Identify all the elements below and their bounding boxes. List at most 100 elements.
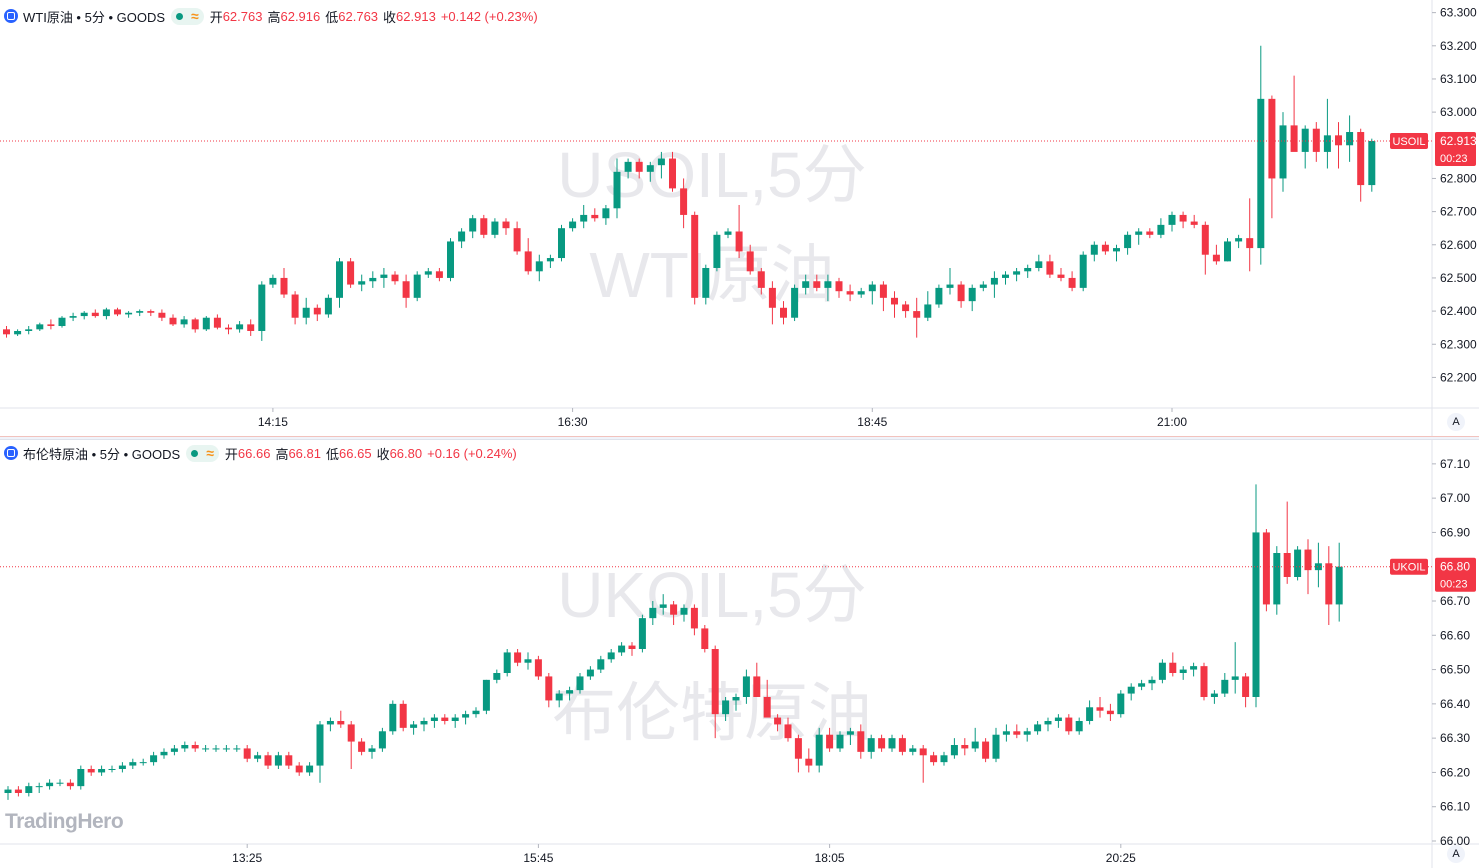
candle-body: [878, 738, 886, 749]
candle: [979, 281, 987, 292]
candle-body: [1002, 731, 1010, 735]
candle: [430, 714, 438, 728]
price-tick-label: 63.300: [1440, 6, 1477, 20]
candle: [1024, 264, 1032, 278]
candle: [524, 652, 532, 670]
symbol-price-tag-label: USOIL: [1392, 136, 1425, 148]
candle-body: [713, 234, 721, 268]
market-status-pill[interactable]: ≈: [171, 7, 204, 25]
candle: [898, 734, 906, 756]
market-open-dot-icon: [191, 449, 199, 457]
candle-body: [14, 789, 22, 793]
candle-body: [722, 700, 730, 715]
open-value: 66.66: [237, 445, 271, 461]
candle-body: [1268, 98, 1276, 179]
candle-body: [746, 251, 754, 272]
candle: [447, 238, 454, 282]
candle-body: [702, 267, 710, 298]
candle: [129, 758, 137, 769]
candle-body: [222, 748, 230, 750]
candle: [69, 312, 77, 322]
candle-body: [36, 324, 44, 330]
candle: [1210, 690, 1218, 704]
candle-body: [576, 676, 584, 691]
candle-body: [1138, 683, 1146, 687]
candle-body: [1190, 666, 1198, 670]
candle: [1294, 546, 1302, 581]
price-tick-label: 66.10: [1440, 800, 1470, 814]
high-label: 高: [267, 9, 281, 25]
price-tick-label: 66.70: [1440, 594, 1470, 608]
candle-body: [891, 297, 898, 305]
candle-body: [114, 309, 121, 315]
candle: [1252, 484, 1260, 708]
candle: [1113, 244, 1120, 262]
candle: [857, 287, 865, 298]
brent-candlestick-chart[interactable]: UKOIL,5分布伦特原油67.1067.0066.9066.7066.6066…: [0, 440, 1479, 868]
wti-symbol-title[interactable]: WTI原油 • 5分 • GOODS: [23, 9, 165, 25]
candle: [1101, 241, 1109, 255]
candle: [212, 745, 220, 752]
candle: [66, 779, 74, 790]
candle-body: [815, 734, 823, 766]
symbol-logo-icon[interactable]: [4, 446, 18, 460]
candle: [1190, 662, 1198, 677]
candle: [1035, 254, 1043, 272]
candle: [1273, 546, 1281, 615]
price-tick-label: 62.700: [1440, 205, 1477, 219]
candle-body: [982, 741, 990, 759]
candle-body: [254, 755, 262, 759]
candle: [316, 721, 324, 783]
candle-body: [802, 281, 810, 288]
candle-body: [1127, 686, 1135, 694]
wave-icon: ≈: [191, 8, 199, 24]
last-price-tag: [1435, 557, 1476, 592]
market-status-pill[interactable]: ≈: [186, 444, 219, 462]
candle-body: [1190, 221, 1198, 225]
watermark-symbol: UKOIL,5分: [557, 559, 866, 631]
brent-legend: 布伦特原油 • 5分 • GOODS ≈ 开 66.66 高 66.81 低 66.6…: [4, 443, 517, 463]
candle: [4, 786, 12, 800]
candle: [1034, 721, 1042, 735]
candle-body: [291, 294, 299, 318]
candle-body: [264, 755, 272, 766]
candle-body: [946, 284, 954, 288]
candle: [909, 745, 917, 756]
candle-body: [316, 724, 324, 766]
candle: [233, 745, 241, 752]
time-tick-label: 20:25: [1106, 851, 1136, 865]
symbol-logo-icon[interactable]: [4, 9, 18, 23]
candle-body: [451, 717, 459, 721]
candle: [757, 267, 765, 295]
candle-body: [236, 324, 244, 330]
candle: [701, 625, 709, 653]
candle: [722, 697, 730, 721]
candle-body: [1086, 707, 1094, 721]
candle-body: [780, 307, 787, 318]
brent-chart-panel[interactable]: 布伦特原油 • 5分 • GOODS ≈ 开 66.66 高 66.81 低 66.6…: [0, 440, 1479, 868]
wti-candlestick-chart[interactable]: USOIL,5分WTI原油63.30063.20063.10063.00062.…: [0, 0, 1479, 436]
candle: [1221, 673, 1229, 697]
candle-body: [691, 214, 699, 298]
candle: [784, 717, 792, 742]
candle-body: [555, 693, 563, 701]
candle: [25, 782, 33, 797]
pane-separator[interactable]: [0, 436, 1479, 440]
price-tick-label: 62.500: [1440, 271, 1477, 285]
candle: [118, 762, 126, 773]
candle-body: [1210, 693, 1218, 697]
candle-body: [1312, 128, 1320, 152]
brent-symbol-title[interactable]: 布伦特原油 • 5分 • GOODS: [23, 446, 181, 462]
candle: [813, 274, 821, 292]
candle: [389, 700, 397, 735]
price-tick-label: 66.90: [1440, 525, 1470, 539]
candle: [868, 281, 876, 305]
candle: [213, 314, 221, 330]
auto-scale-button[interactable]: A: [1447, 845, 1465, 863]
candle: [946, 267, 954, 295]
candle: [732, 693, 740, 711]
auto-scale-button[interactable]: A: [1447, 413, 1465, 431]
candle: [805, 748, 813, 773]
wti-chart-panel[interactable]: WTI原油 • 5分 • GOODS ≈ 开 62.763 高 62.916 低 62…: [0, 0, 1479, 436]
candle-body: [1257, 98, 1265, 249]
